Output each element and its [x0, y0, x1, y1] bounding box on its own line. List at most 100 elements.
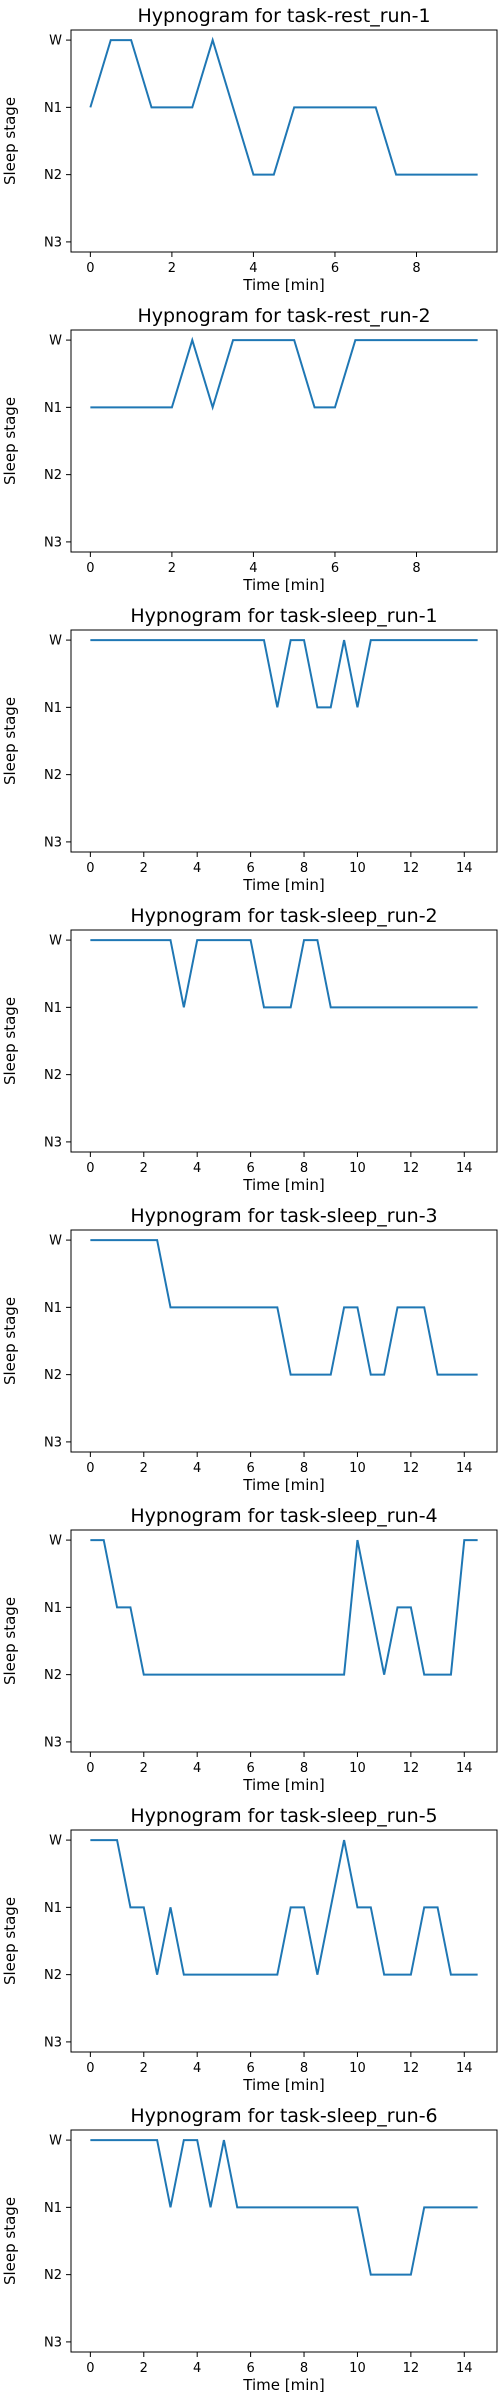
x-tick-label: 12: [403, 1461, 420, 1476]
y-tick-label: N1: [44, 1601, 62, 1616]
y-tick-label: N1: [44, 701, 62, 716]
x-tick-label: 12: [403, 1761, 420, 1776]
x-tick-label: 6: [246, 1761, 254, 1776]
chart-title: Hypnogram for task-sleep_run-6: [130, 2105, 437, 2127]
x-tick-label: 6: [246, 2061, 254, 2076]
x-tick-label: 10: [349, 861, 366, 876]
y-tick-label: N1: [44, 1301, 62, 1316]
x-tick-label: 14: [456, 1761, 473, 1776]
y-tick-label: N3: [44, 2035, 62, 2050]
y-tick-label: N3: [44, 2335, 62, 2350]
y-axis-label: Sleep stage: [1, 1897, 19, 1985]
x-tick-label: 2: [140, 2361, 148, 2376]
x-tick-label: 2: [140, 1461, 148, 1476]
x-tick-label: 0: [86, 2361, 94, 2376]
x-tick-label: 0: [86, 861, 94, 876]
y-tick-label: N2: [44, 1368, 62, 1383]
x-tick-label: 6: [331, 261, 339, 276]
x-tick-label: 4: [193, 1761, 201, 1776]
x-tick-label: 0: [86, 1461, 94, 1476]
hypnogram-panel-1: Hypnogram for task-rest_run-1 W N1 N2 N3 0 2 4 6…: [1, 5, 498, 294]
x-tick-label: 10: [349, 1761, 366, 1776]
x-tick-label: 12: [403, 2061, 420, 2076]
x-tick-label: 8: [412, 261, 420, 276]
axes-frame: [70, 1229, 498, 1453]
x-tick-label: 4: [193, 1161, 201, 1176]
x-tick-label: 6: [246, 1161, 254, 1176]
x-axis-label: Time [min]: [242, 276, 324, 294]
hypnogram-panel-4: Hypnogram for task-sleep_run-2 W N1 N2 N3 0 2 4…: [1, 905, 498, 1194]
x-tick-label: 0: [86, 2061, 94, 2076]
y-tick-label: N2: [44, 468, 62, 483]
x-tick-label: 8: [300, 1161, 308, 1176]
x-axis-label: Time [min]: [242, 2076, 324, 2094]
x-tick-label: 2: [140, 1761, 148, 1776]
y-tick-label: N3: [44, 235, 62, 250]
y-tick-label: W: [49, 2134, 62, 2149]
x-tick-label: 2: [168, 261, 176, 276]
y-tick-label: W: [49, 1234, 62, 1249]
y-axis-label: Sleep stage: [1, 997, 19, 1085]
y-tick-label: N3: [44, 1135, 62, 1150]
x-tick-label: 8: [300, 2361, 308, 2376]
y-tick-label: N2: [44, 1968, 62, 1983]
x-axis-label: Time [min]: [242, 1176, 324, 1194]
hypnogram-line: [90, 1539, 478, 1676]
hypnogram-panel-8: Hypnogram for task-sleep_run-6 W N1 N2 N3 0 2 4…: [1, 2105, 498, 2394]
x-tick-label: 0: [86, 1761, 94, 1776]
y-tick-label: W: [49, 934, 62, 949]
y-tick-label: W: [49, 334, 62, 349]
axes-frame: [70, 929, 498, 1153]
x-axis-label: Time [min]: [242, 576, 324, 594]
x-tick-label: 14: [456, 1461, 473, 1476]
x-axis-label: Time [min]: [242, 1776, 324, 1794]
y-axis-label: Sleep stage: [1, 1597, 19, 1685]
x-tick-label: 8: [412, 561, 420, 576]
chart-title: Hypnogram for task-sleep_run-2: [130, 905, 437, 927]
y-tick-label: N3: [44, 1435, 62, 1450]
x-tick-label: 14: [456, 1161, 473, 1176]
chart-title: Hypnogram for task-sleep_run-1: [130, 605, 437, 627]
y-tick-label: N3: [44, 835, 62, 850]
hypnogram-panel-5: Hypnogram for task-sleep_run-3 W N1 N2 N3 0 2 4…: [1, 1205, 498, 1494]
chart-title: Hypnogram for task-sleep_run-5: [130, 1805, 437, 1827]
axes-frame: [70, 1829, 498, 2053]
hypnogram-line: [90, 336, 478, 411]
x-tick-label: 0: [86, 1161, 94, 1176]
y-tick-label: N3: [44, 1735, 62, 1750]
x-tick-label: 4: [249, 561, 257, 576]
axes-frame: [70, 1529, 498, 1753]
y-tick-label: N2: [44, 168, 62, 183]
y-axis-label: Sleep stage: [1, 1297, 19, 1385]
x-axis-label: Time [min]: [242, 876, 324, 894]
hypnogram-panel-3: Hypnogram for task-sleep_run-1 W N1 N2 N3 0 2 4…: [1, 605, 498, 894]
y-tick-label: W: [49, 1534, 62, 1549]
x-tick-label: 12: [403, 2361, 420, 2376]
x-tick-label: 10: [349, 2361, 366, 2376]
x-tick-label: 4: [193, 2361, 201, 2376]
x-tick-label: 2: [140, 1161, 148, 1176]
hypnogram-line: [90, 1839, 478, 1976]
x-tick-label: 6: [331, 561, 339, 576]
x-tick-label: 6: [246, 861, 254, 876]
hypnogram-line: [89, 36, 478, 176]
x-tick-label: 4: [193, 1461, 201, 1476]
chart-title: Hypnogram for task-sleep_run-3: [130, 1205, 437, 1227]
y-tick-label: N1: [44, 1901, 62, 1916]
chart-title: Hypnogram for task-sleep_run-4: [130, 1505, 437, 1527]
chart-title: Hypnogram for task-rest_run-1: [137, 5, 430, 27]
x-tick-label: 2: [140, 861, 148, 876]
x-tick-label: 10: [349, 2061, 366, 2076]
hypnogram-line: [90, 939, 478, 1009]
y-tick-label: N2: [44, 1668, 62, 1683]
y-axis-label: Sleep stage: [1, 2197, 19, 2285]
y-tick-label: N1: [44, 2201, 62, 2216]
y-tick-label: N3: [44, 535, 62, 550]
y-tick-label: N2: [44, 2268, 62, 2283]
x-tick-label: 10: [349, 1161, 366, 1176]
y-axis-label: Sleep stage: [1, 697, 19, 785]
x-tick-label: 2: [140, 2061, 148, 2076]
x-tick-label: 12: [403, 1161, 420, 1176]
x-tick-label: 4: [193, 861, 201, 876]
x-tick-label: 0: [86, 261, 94, 276]
